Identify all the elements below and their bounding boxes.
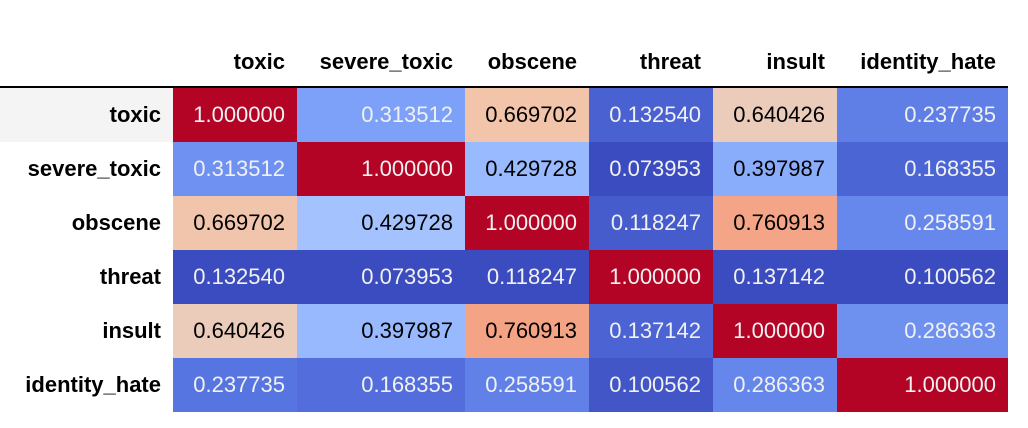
table-body: toxic 1.000000 0.313512 0.669702 0.132540 0.6… <box>0 87 1008 412</box>
cell: 0.640426 <box>713 87 837 142</box>
cell: 0.137142 <box>589 304 713 358</box>
row-header: toxic <box>0 87 173 142</box>
row-header: insult <box>102 318 161 343</box>
cell: 0.118247 <box>465 250 589 304</box>
cell: 0.237735 <box>837 87 1008 142</box>
cell: 0.669702 <box>173 196 297 250</box>
table-row: insult 0.640426 0.397987 0.760913 0.137142 1.… <box>0 304 1008 358</box>
column-header: insult <box>713 38 837 88</box>
table-row: toxic 1.000000 0.313512 0.669702 0.132540 0.6… <box>0 87 1008 142</box>
cell: 0.132540 <box>173 250 297 304</box>
cell: 1.000000 <box>589 250 713 304</box>
cell: 0.397987 <box>713 142 837 196</box>
cell: 0.760913 <box>713 196 837 250</box>
corner-cell <box>0 38 173 88</box>
cell: 0.118247 <box>589 196 713 250</box>
table-row: severe_toxic 0.313512 1.000000 0.429728 0.07… <box>0 142 1008 196</box>
row-header: threat <box>99 264 161 289</box>
cell: 0.669702 <box>465 87 589 142</box>
cell: 0.073953 <box>297 250 465 304</box>
cell: 0.237735 <box>173 358 297 412</box>
cell: 0.168355 <box>837 142 1008 196</box>
column-header: obscene <box>465 38 589 88</box>
column-header: identity_hate <box>837 38 1008 88</box>
cell: 0.313512 <box>173 142 297 196</box>
table-row: obscene 0.669702 0.429728 1.000000 0.118247 0… <box>0 196 1008 250</box>
cell: 0.286363 <box>837 304 1008 358</box>
table-row: identity_hate 0.237735 0.168355 0.258591 0.1… <box>0 358 1008 412</box>
cell: 1.000000 <box>837 358 1008 412</box>
cell: 0.258591 <box>465 358 589 412</box>
cell: 0.397987 <box>297 304 465 358</box>
cell: 1.000000 <box>713 304 837 358</box>
correlation-table: toxic severe_toxic obscene threat insult iden… <box>0 38 1008 412</box>
cell: 0.073953 <box>589 142 713 196</box>
cell: 0.429728 <box>297 196 465 250</box>
cell: 0.429728 <box>465 142 589 196</box>
cell: 1.000000 <box>465 196 589 250</box>
column-header: threat <box>589 38 713 88</box>
cell: 0.286363 <box>713 358 837 412</box>
cell: 0.760913 <box>465 304 589 358</box>
cell: 0.258591 <box>837 196 1008 250</box>
column-header: toxic <box>173 38 297 88</box>
cell: 0.168355 <box>297 358 465 412</box>
cell: 1.000000 <box>297 142 465 196</box>
cell: 0.100562 <box>589 358 713 412</box>
cell: 0.132540 <box>589 87 713 142</box>
header-row: toxic severe_toxic obscene threat insult iden… <box>0 38 1008 88</box>
table-header: toxic severe_toxic obscene threat insult iden… <box>0 38 1008 88</box>
column-header: severe_toxic <box>297 38 465 88</box>
row-header: severe_toxic <box>27 156 161 181</box>
row-header: identity_hate <box>25 372 161 397</box>
cell: 0.313512 <box>297 87 465 142</box>
cell: 0.640426 <box>173 304 297 358</box>
table-row: threat 0.132540 0.073953 0.118247 1.000000 0.… <box>0 250 1008 304</box>
cell: 0.100562 <box>837 250 1008 304</box>
row-header: obscene <box>71 210 161 235</box>
cell: 1.000000 <box>173 87 297 142</box>
cell: 0.137142 <box>713 250 837 304</box>
